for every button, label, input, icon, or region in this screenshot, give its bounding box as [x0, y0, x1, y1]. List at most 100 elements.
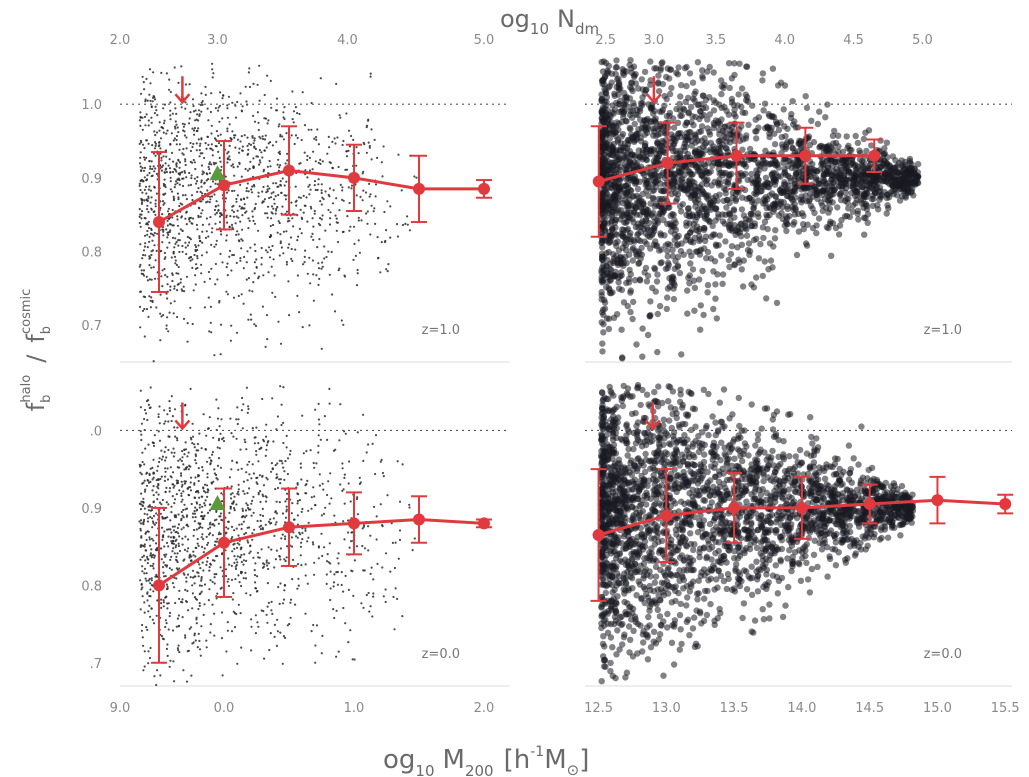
data-point — [140, 500, 143, 503]
data-point — [140, 202, 143, 205]
data-point — [243, 438, 246, 441]
data-point — [165, 72, 168, 75]
data-point — [343, 473, 346, 476]
data-point — [613, 311, 621, 318]
data-point — [142, 249, 146, 252]
data-point — [215, 510, 218, 513]
data-point — [320, 183, 323, 186]
data-point — [176, 426, 179, 429]
data-point — [816, 108, 823, 115]
data-point — [337, 650, 340, 653]
data-point — [183, 123, 186, 126]
data-point — [217, 439, 220, 442]
data-point — [233, 174, 236, 177]
data-point — [381, 566, 384, 569]
data-point — [165, 541, 169, 545]
data-point — [760, 234, 767, 242]
data-point — [643, 278, 651, 285]
data-point — [841, 175, 848, 182]
data-point — [745, 121, 752, 128]
data-point — [142, 274, 146, 277]
data-point — [140, 169, 143, 172]
data-point — [144, 100, 147, 103]
data-point — [262, 168, 266, 171]
data-point — [702, 237, 709, 245]
data-point — [715, 118, 722, 125]
data-point — [738, 241, 746, 248]
data-point — [154, 202, 157, 205]
data-point — [173, 451, 176, 454]
data-point — [185, 223, 188, 226]
data-point — [178, 166, 181, 169]
data-point — [196, 176, 199, 179]
data-point — [347, 186, 350, 189]
data-point — [269, 632, 272, 635]
data-point — [210, 163, 213, 166]
data-point — [149, 299, 152, 302]
data-point — [192, 289, 195, 292]
data-point — [200, 212, 203, 215]
data-point — [164, 467, 167, 470]
data-point — [198, 496, 201, 499]
data-point — [301, 414, 304, 417]
data-point — [175, 272, 178, 275]
data-point — [205, 217, 208, 220]
data-point — [201, 561, 204, 564]
data-point — [196, 129, 199, 132]
data-point — [186, 235, 189, 239]
data-point — [153, 434, 156, 437]
top-axis-var: N — [557, 5, 575, 33]
data-point — [209, 579, 212, 582]
data-point — [634, 111, 641, 119]
data-point — [150, 121, 153, 124]
data-point — [235, 563, 238, 567]
data-point — [338, 439, 341, 442]
data-point — [176, 182, 179, 185]
data-point — [667, 228, 675, 235]
data-point — [285, 508, 288, 511]
data-point — [723, 204, 730, 211]
data-point — [161, 213, 164, 216]
data-point — [174, 180, 178, 183]
data-point — [792, 194, 799, 201]
data-point — [170, 151, 174, 154]
data-point — [269, 79, 272, 82]
data-point — [254, 587, 257, 590]
data-point — [260, 151, 263, 154]
data-point — [142, 81, 145, 84]
data-point — [621, 107, 628, 115]
data-point — [611, 195, 618, 202]
data-point — [232, 166, 235, 169]
data-point — [260, 256, 263, 259]
data-point — [185, 176, 188, 179]
data-point — [250, 191, 254, 194]
data-point — [219, 230, 222, 233]
data-point — [228, 144, 231, 147]
data-point — [149, 564, 152, 567]
data-point — [217, 204, 220, 207]
data-point — [241, 105, 244, 108]
data-point — [296, 136, 299, 140]
data-point — [184, 448, 188, 451]
data-point — [631, 238, 638, 245]
data-point — [650, 146, 657, 153]
data-point — [617, 273, 624, 280]
data-point — [887, 167, 894, 174]
data-point — [620, 259, 627, 267]
data-point — [236, 165, 239, 168]
data-point — [166, 607, 169, 610]
data-point — [203, 182, 206, 185]
data-point — [220, 611, 224, 614]
data-point — [146, 223, 149, 226]
data-point — [306, 220, 309, 223]
data-point — [247, 148, 250, 151]
data-point — [150, 278, 153, 281]
data-point — [813, 222, 820, 229]
data-point — [171, 495, 174, 498]
data-point — [217, 457, 221, 460]
data-point — [234, 565, 237, 568]
data-point — [752, 191, 760, 198]
data-point — [213, 544, 216, 547]
data-point — [191, 435, 195, 438]
data-point — [173, 300, 176, 303]
